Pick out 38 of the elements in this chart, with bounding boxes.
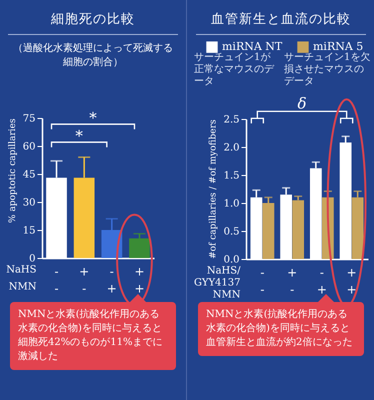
x-tick-label: - - [54, 264, 59, 296]
text: NMNと水素(抗酸化作用のある水素の化合物)を同時に与えると細胞死42%のものが11%までに激減した [10, 302, 176, 370]
y-tick-label: 75 [22, 114, 36, 124]
y-tick-label: 30 [22, 198, 36, 208]
x-tick-label: - + [316, 266, 327, 296]
chart-title: 細胞死の比較 [50, 11, 136, 28]
y-tick-label: 0 [29, 254, 36, 264]
y-tick-label: 2.0 [224, 142, 240, 154]
y-tick-label: 2.5 [224, 114, 240, 126]
bar [129, 238, 150, 258]
y-tick-label: 1.0 [224, 198, 240, 210]
x-tick-label: - + [106, 264, 117, 296]
text: δ [297, 94, 307, 112]
y-axis-title: % apoptotic capillaries [8, 118, 18, 223]
text: サーチュイン1を欠損させたマウスのデータ [284, 52, 372, 88]
x-axis-title: NaHS/ GYY4137 NMN [194, 266, 242, 300]
x-tick-label: + + [134, 264, 145, 296]
y-tick-label: 0.5 [224, 226, 240, 238]
y-axis-title: #of capillaries / #of myofibers [208, 119, 219, 259]
x-tick-label: + - [79, 264, 90, 296]
legend-label: miRNA 5 [313, 40, 364, 54]
bar [292, 200, 304, 259]
x-tick-label: + - [287, 266, 298, 296]
x-axis-title: NaHS NMN [6, 264, 37, 292]
chart-title: 血管新生と血流の比較 [210, 11, 352, 28]
y-tick-label: 0.0 [224, 254, 240, 266]
x-tick-label: + + [346, 266, 357, 296]
chart-subtitle: （過酸化水素処理によって死滅する細胞の割合） [12, 42, 174, 70]
y-tick-label: 15 [22, 226, 36, 236]
y-tick-label: 1.5 [224, 170, 240, 182]
annotation: * [75, 127, 84, 146]
text: サーチュイン1が正常なマウスのデータ [194, 52, 276, 88]
y-tick-label: 60 [22, 142, 36, 152]
text: NMNと水素(抗酸化作用のある水素の化合物)を同時に与えると血管新生と血流が約2倍になった [198, 302, 364, 356]
y-tick-label: 45 [22, 170, 36, 180]
legend-label: miRNA NT [222, 40, 283, 54]
x-tick-label: - - [260, 266, 264, 296]
annotation: * [89, 109, 98, 128]
